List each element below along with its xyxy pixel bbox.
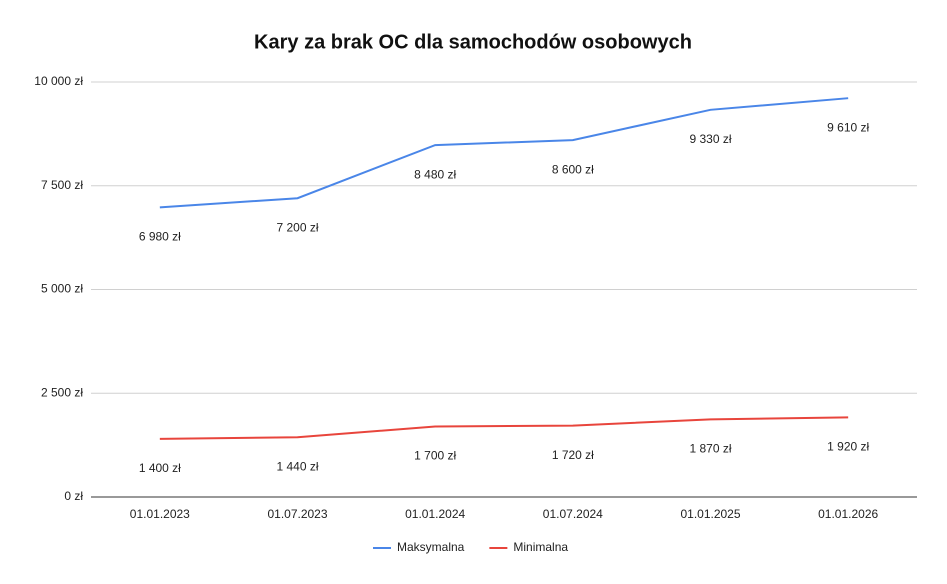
y-tick-label: 10 000 zł [34, 74, 83, 88]
data-label: 8 480 zł [414, 167, 456, 181]
x-tick-label: 01.01.2025 [680, 507, 740, 521]
y-tick-label: 5 000 zł [41, 282, 83, 296]
legend-label: Maksymalna [397, 540, 465, 554]
x-tick-label: 01.01.2023 [130, 507, 190, 521]
x-tick-label: 01.07.2023 [267, 507, 327, 521]
data-label: 9 330 zł [689, 132, 731, 146]
chart-title: Kary za brak OC dla samochodów osobowych [254, 31, 692, 53]
y-tick-label: 2 500 zł [41, 385, 83, 399]
data-label: 1 440 zł [276, 459, 318, 473]
data-label: 1 700 zł [414, 449, 456, 463]
data-label: 9 610 zł [827, 120, 869, 134]
x-tick-label: 01.07.2024 [543, 507, 603, 521]
data-label: 1 920 zł [827, 439, 869, 453]
series-line [159, 97, 849, 209]
y-tick-label: 7 500 zł [41, 178, 83, 192]
series-line [159, 416, 849, 440]
data-label: 7 200 zł [276, 220, 318, 234]
data-label: 1 720 zł [552, 448, 594, 462]
y-tick-label: 0 zł [64, 489, 83, 503]
data-label: 6 980 zł [139, 230, 181, 244]
data-label: 8 600 zł [552, 162, 594, 176]
x-tick-label: 01.01.2024 [405, 507, 465, 521]
x-tick-label: 01.01.2026 [818, 507, 878, 521]
data-label: 1 870 zł [689, 442, 731, 456]
data-label: 1 400 zł [139, 461, 181, 475]
legend-label: Minimalna [513, 540, 568, 554]
